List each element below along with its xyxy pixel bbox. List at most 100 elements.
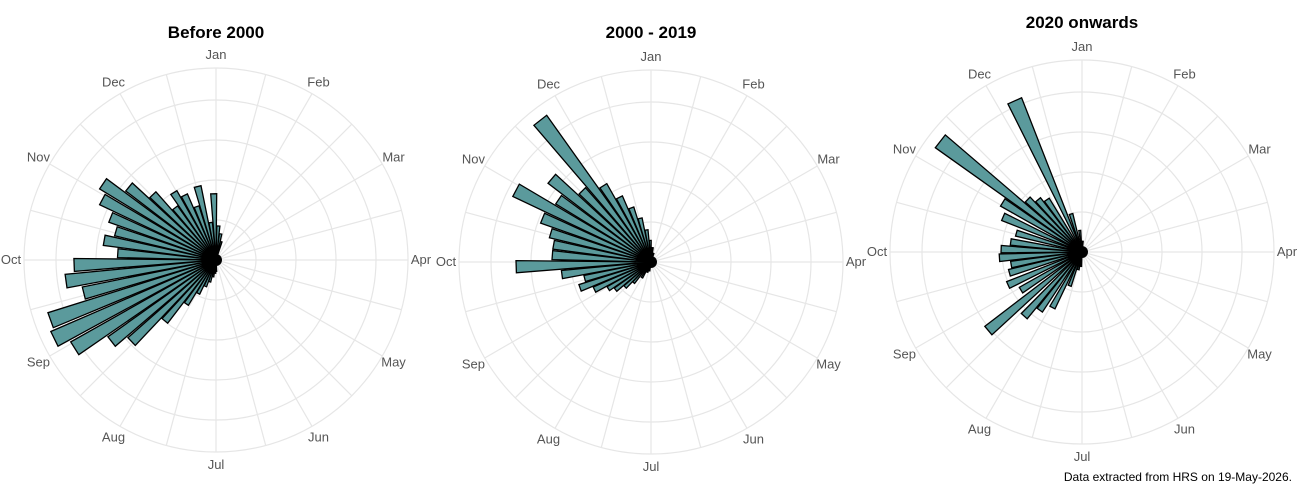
grid-spoke [1031,251,1083,438]
polar-bar [98,177,217,261]
month-label: Mar [817,152,840,167]
polar-bar [1014,229,1083,253]
month-label: Feb [1173,66,1195,81]
grid-spoke [650,261,748,429]
polar-bar [1048,251,1083,310]
month-label: Jul [1074,449,1091,464]
grid-spoke [1081,115,1219,253]
grid-spoke [215,259,267,446]
grid-spoke [165,259,217,446]
polar-bar [511,183,652,263]
grid-spoke [1081,251,1179,419]
month-label: Aug [537,432,560,447]
center-hub [1076,246,1088,258]
grid-spoke [600,261,652,448]
month-label: Jun [308,430,329,445]
month-label: Nov [27,150,51,165]
month-label: Feb [742,76,764,91]
polar-chart-panel: 2020 onwards Jan Feb Mar Apr May Jun Jul Aug Sep O… [867,13,1298,464]
grid-spoke [985,85,1083,253]
polar-bar [515,259,652,274]
polar-bar [98,193,217,261]
grid-spoke [1081,66,1133,253]
month-label: Feb [307,74,329,89]
grid-spoke [650,211,837,263]
grid-spoke [650,261,818,359]
grid-spoke [650,261,788,399]
grid-spoke [215,259,383,357]
month-label: Jul [208,457,225,472]
month-label: Nov [462,152,486,167]
month-label: Sep [27,355,50,370]
polar-bar [539,212,652,263]
polar-chart-panel: 2000 - 2019 Jan Feb Mar Apr May Jun Jul Aug Sep Oc… [436,23,867,474]
month-label: May [1247,347,1272,362]
month-label: Jan [641,49,662,64]
grid-spoke [215,163,383,261]
month-label: Apr [1277,244,1298,259]
month-label: Mar [1248,142,1271,157]
grid-spoke [215,93,313,261]
polar-bar [107,211,217,261]
month-label: Aug [102,430,125,445]
polar-bar [106,259,217,348]
month-label: Sep [462,357,485,372]
month-label: Dec [102,74,126,89]
month-label: Jul [643,459,660,474]
data-source-caption: Data extracted from HRS on 19-May-2026. [1063,470,1292,484]
month-label: Jun [743,432,764,447]
grid-spoke [215,259,353,397]
grid-spoke [650,165,818,263]
polar-bar [73,257,217,273]
month-label: Oct [436,254,457,269]
grid-spoke [215,259,313,427]
polar-bar [1018,251,1083,294]
grid-spoke [1081,251,1219,389]
center-hub [210,254,222,266]
polar-bar [547,173,652,263]
grid-spoke [650,76,702,263]
month-label: Jun [1174,422,1195,437]
month-label: Apr [846,254,867,269]
grid-spoke [650,261,702,448]
polar-bar [1000,212,1083,253]
grid-spoke [215,259,402,311]
grid-spoke [650,95,748,263]
month-label: Mar [382,150,405,165]
grid-spoke [1081,251,1249,349]
grid-spoke [1081,251,1133,438]
polar-bar [1043,197,1083,253]
bars-group [934,96,1084,336]
grid-spoke [650,261,837,313]
polar-bar [532,114,652,263]
polar-bar [47,259,217,329]
month-label: Jan [1072,39,1093,54]
polar-bar [124,182,217,261]
month-label: Aug [968,422,991,437]
grid-spoke [215,74,267,261]
month-label: Dec [968,66,992,81]
grid-spoke [650,125,788,263]
grid-spoke [554,261,652,429]
polar-bar [126,259,217,347]
polar-bar [49,259,217,348]
grid-spoke [1081,251,1268,303]
bars-group [47,177,223,356]
polar-bar [934,133,1083,253]
grid-spoke [1081,201,1268,253]
center-hub [645,256,657,268]
polar-bar [64,259,217,289]
bars-group [511,114,655,294]
polar-bar [578,186,652,263]
panel-title: Before 2000 [168,23,264,42]
month-label: Nov [893,142,917,157]
month-label: Dec [537,76,561,91]
month-label: May [381,355,406,370]
polar-bar [1020,251,1083,320]
month-label: Sep [893,347,916,362]
grid-spoke [1081,155,1249,253]
polar-bar [81,259,217,300]
panel-title: 2020 onwards [1026,13,1138,32]
polar-bar [554,194,652,263]
